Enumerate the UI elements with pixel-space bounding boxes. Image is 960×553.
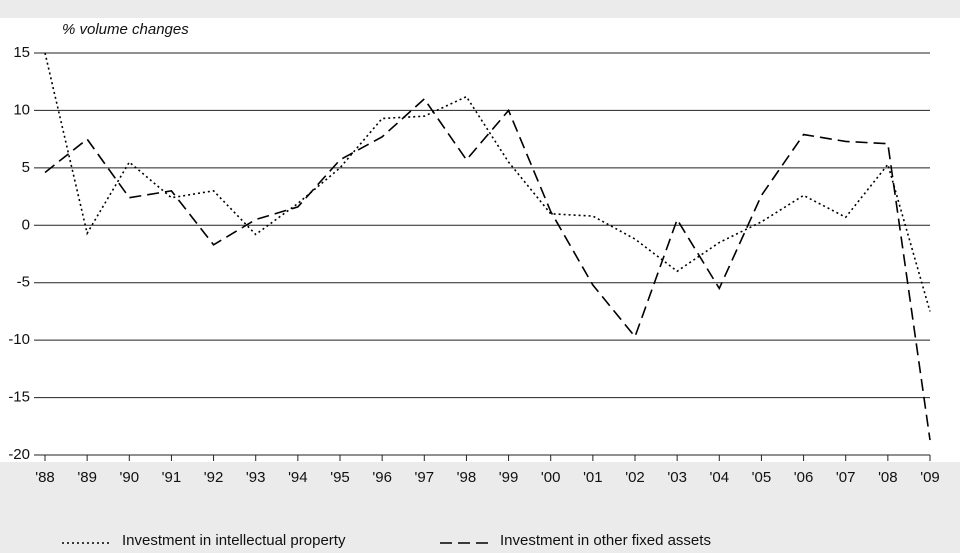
- series-line: [44, 97, 931, 441]
- x-tick-label: '98: [457, 469, 477, 486]
- y-axis-label: % volume changes: [62, 21, 189, 38]
- legend-label: Investment in other fixed assets: [500, 532, 711, 549]
- x-tick-label: '89: [77, 469, 97, 486]
- y-tick-label: 15: [13, 44, 30, 61]
- x-tick-label: '01: [583, 469, 603, 486]
- x-tick-label: '96: [372, 469, 392, 486]
- x-tick-label: '02: [625, 469, 645, 486]
- y-tick-label: 10: [13, 101, 30, 118]
- x-tick-label: '94: [288, 469, 308, 486]
- series-line: [44, 52, 931, 312]
- y-tick-label: 5: [22, 159, 30, 176]
- x-tick-label: '93: [246, 469, 266, 486]
- y-tick-label: -15: [8, 389, 30, 406]
- x-tick-label: '95: [330, 469, 350, 486]
- x-tick-label: '00: [541, 469, 561, 486]
- x-tick-label: '91: [162, 469, 182, 486]
- y-tick-label: -20: [8, 446, 30, 463]
- x-tick-label: '99: [499, 469, 519, 486]
- x-tick-label: '92: [204, 469, 224, 486]
- y-tick-label: 0: [22, 216, 30, 233]
- x-tick-label: '03: [667, 469, 687, 486]
- x-tick-label: '88: [35, 469, 55, 486]
- x-tick-label: '97: [415, 469, 435, 486]
- x-tick-label: '04: [710, 469, 730, 486]
- x-tick-label: '05: [752, 469, 772, 486]
- x-tick-label: '90: [120, 469, 140, 486]
- x-tick-label: '08: [878, 469, 898, 486]
- y-tick-label: -10: [8, 331, 30, 348]
- x-tick-label: '06: [794, 469, 814, 486]
- x-tick-label: '09: [920, 469, 940, 486]
- x-tick-label: '07: [836, 469, 856, 486]
- plot-panel: [0, 18, 960, 462]
- legend-label: Investment in intellectual property: [122, 532, 346, 549]
- y-tick-label: -5: [17, 274, 30, 291]
